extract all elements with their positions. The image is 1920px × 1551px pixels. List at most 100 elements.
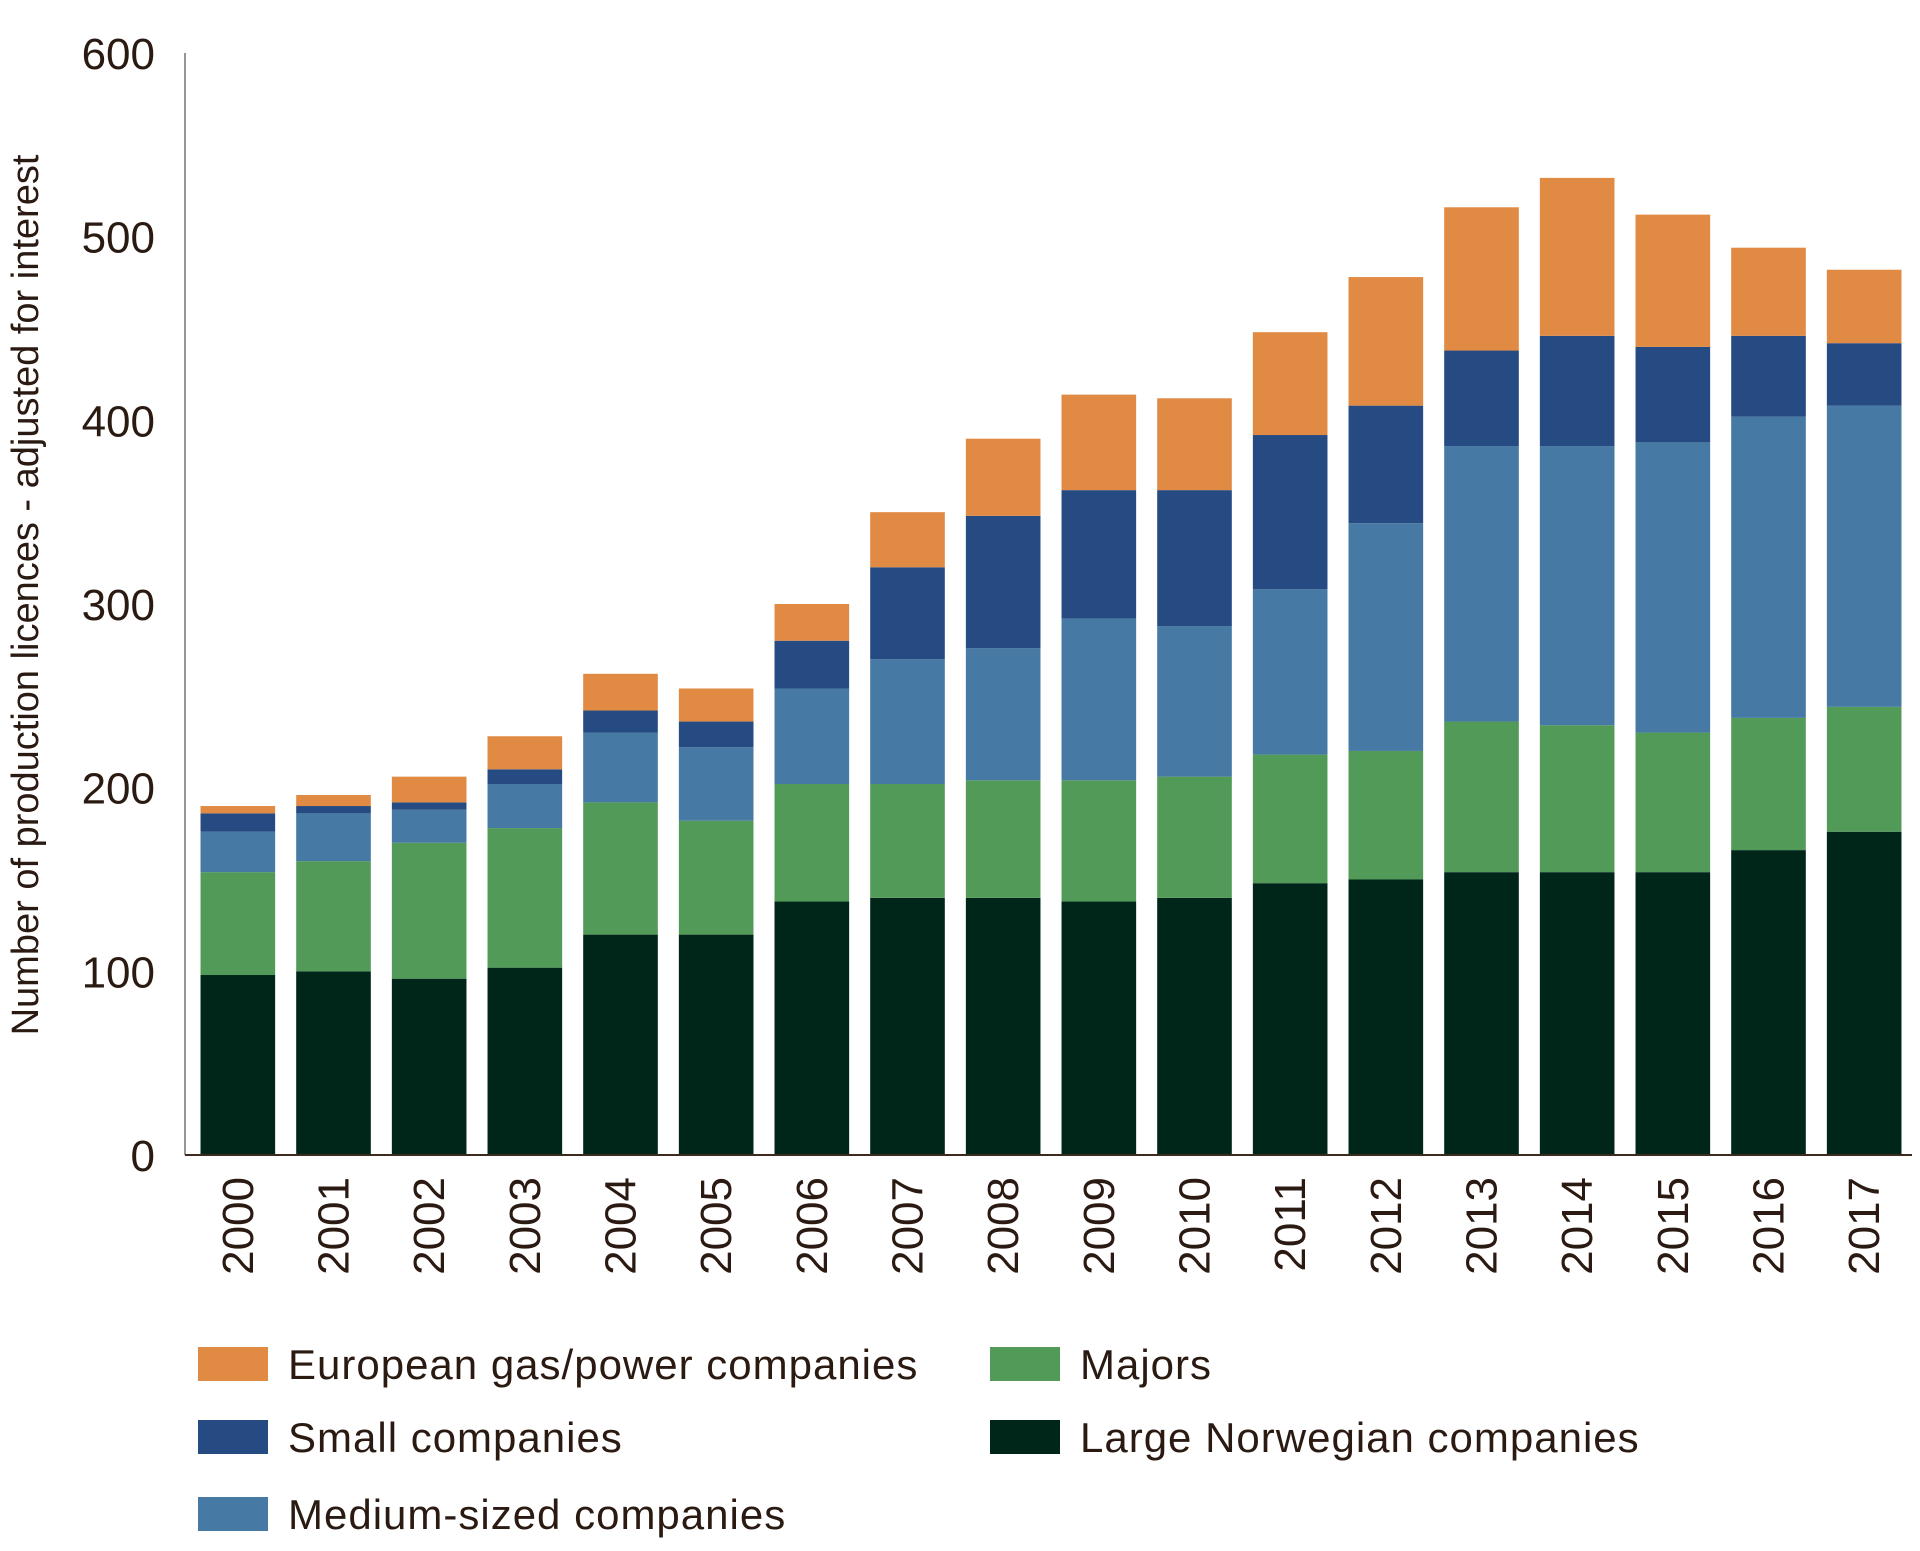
bar-2017-series-1	[1826, 706, 1902, 832]
legend-swatch-0	[198, 1347, 268, 1381]
bar-2017-series-2	[1826, 405, 1902, 707]
bar-2008-series-3	[965, 515, 1041, 649]
bar-2014-series-1	[1539, 725, 1615, 873]
bar-2007-series-0	[870, 897, 945, 1155]
bar-2004-series-3	[583, 710, 658, 733]
bar-2010-series-0	[1157, 897, 1232, 1155]
bar-2014-series-2	[1539, 446, 1615, 726]
bar-2013-series-3	[1444, 350, 1519, 447]
bar-2015-series-1	[1635, 732, 1711, 873]
bar-2015-series-3	[1635, 346, 1711, 443]
x-tick-label-2017: 2017	[1840, 1177, 1889, 1275]
bar-2007-series-4	[870, 512, 945, 568]
bar-2006-series-3	[774, 640, 850, 689]
bar-2015-series-2	[1635, 442, 1711, 733]
bar-2011-series-2	[1252, 589, 1328, 755]
x-tick-label-2001: 2001	[310, 1177, 359, 1275]
y-tick-label-500: 500	[82, 214, 155, 263]
bar-2005-series-4	[678, 688, 754, 722]
bar-2002-series-4	[391, 776, 467, 803]
x-tick-label-2004: 2004	[597, 1177, 646, 1275]
bar-2003-series-3	[487, 769, 563, 784]
x-tick-label-2012: 2012	[1362, 1177, 1411, 1275]
legend-label-4: Medium-sized companies	[288, 1491, 786, 1538]
bar-2012-series-1	[1348, 750, 1424, 880]
bar-2016-series-1	[1731, 717, 1806, 851]
bar-2011-series-3	[1252, 435, 1328, 590]
x-tick-label-2003: 2003	[501, 1177, 550, 1275]
x-tick-label-2013: 2013	[1458, 1177, 1507, 1275]
bar-2016-series-2	[1731, 416, 1806, 718]
bar-2013-series-2	[1444, 446, 1519, 722]
bar-2000-series-0	[200, 975, 276, 1155]
legend-label-2: Small companies	[288, 1414, 623, 1461]
x-tick-label-2005: 2005	[692, 1177, 741, 1275]
bar-2004-series-2	[583, 732, 658, 803]
bar-2008-series-1	[965, 780, 1041, 898]
bar-2011-series-1	[1252, 754, 1328, 884]
x-tick-label-2011: 2011	[1266, 1177, 1315, 1272]
bar-2004-series-1	[583, 802, 658, 935]
bar-2013-series-0	[1444, 872, 1519, 1155]
bar-2012-series-0	[1348, 879, 1424, 1155]
bar-2008-series-2	[965, 648, 1041, 781]
bar-2014-series-4	[1539, 177, 1615, 336]
bar-2007-series-1	[870, 783, 945, 898]
y-axis-title: Number of production licences - adjusted…	[5, 154, 47, 1035]
x-tick-label-2006: 2006	[788, 1177, 837, 1275]
bar-2009-series-2	[1061, 618, 1137, 781]
legend-swatch-2	[198, 1420, 268, 1454]
bar-2016-series-0	[1731, 850, 1806, 1155]
bar-2002-series-3	[391, 802, 467, 810]
bar-2005-series-0	[678, 934, 754, 1155]
legend-label-1: Majors	[1080, 1341, 1212, 1388]
legend-label-0: European gas/power companies	[288, 1341, 918, 1388]
bar-2014-series-3	[1539, 335, 1615, 447]
bar-2004-series-0	[583, 934, 658, 1155]
bar-2003-series-0	[487, 967, 563, 1155]
bar-2005-series-3	[678, 721, 754, 748]
legend-swatch-4	[198, 1497, 268, 1531]
bar-2000-series-4	[200, 806, 276, 814]
bar-2006-series-4	[774, 604, 850, 641]
bar-2012-series-2	[1348, 523, 1424, 751]
bar-2013-series-1	[1444, 721, 1519, 873]
bar-2009-series-3	[1061, 490, 1137, 619]
bar-2002-series-0	[391, 978, 467, 1155]
bar-2012-series-4	[1348, 277, 1424, 406]
bar-2006-series-2	[774, 688, 850, 784]
y-tick-label-200: 200	[82, 765, 155, 814]
bar-2008-series-4	[965, 438, 1041, 516]
bar-2001-series-1	[296, 861, 371, 972]
bar-2015-series-0	[1635, 872, 1711, 1155]
bar-2012-series-3	[1348, 405, 1424, 524]
bar-2005-series-2	[678, 747, 754, 821]
bar-2001-series-2	[296, 813, 371, 862]
bar-2004-series-4	[583, 673, 658, 711]
x-tick-label-2009: 2009	[1075, 1177, 1124, 1275]
bar-2002-series-2	[391, 809, 467, 843]
bar-2008-series-0	[965, 897, 1041, 1155]
bar-2006-series-1	[774, 783, 850, 902]
bar-2009-series-4	[1061, 394, 1137, 491]
x-tick-label-2007: 2007	[884, 1177, 933, 1275]
x-tick-label-2016: 2016	[1745, 1177, 1794, 1275]
bar-2010-series-1	[1157, 776, 1232, 898]
bar-2003-series-1	[487, 828, 563, 968]
bar-2001-series-0	[296, 971, 371, 1155]
bar-2009-series-1	[1061, 780, 1137, 902]
legend-label-3: Large Norwegian companies	[1080, 1414, 1640, 1461]
bar-2009-series-0	[1061, 901, 1137, 1155]
bar-2002-series-1	[391, 842, 467, 979]
y-tick-label-600: 600	[82, 30, 155, 79]
bar-2001-series-4	[296, 795, 371, 807]
x-tick-label-2000: 2000	[214, 1177, 263, 1275]
bar-2006-series-0	[774, 901, 850, 1155]
bar-2000-series-3	[200, 813, 276, 832]
bar-2014-series-0	[1539, 872, 1615, 1155]
bar-2005-series-1	[678, 820, 754, 935]
bar-2017-series-0	[1826, 831, 1902, 1155]
bar-2010-series-3	[1157, 490, 1232, 627]
